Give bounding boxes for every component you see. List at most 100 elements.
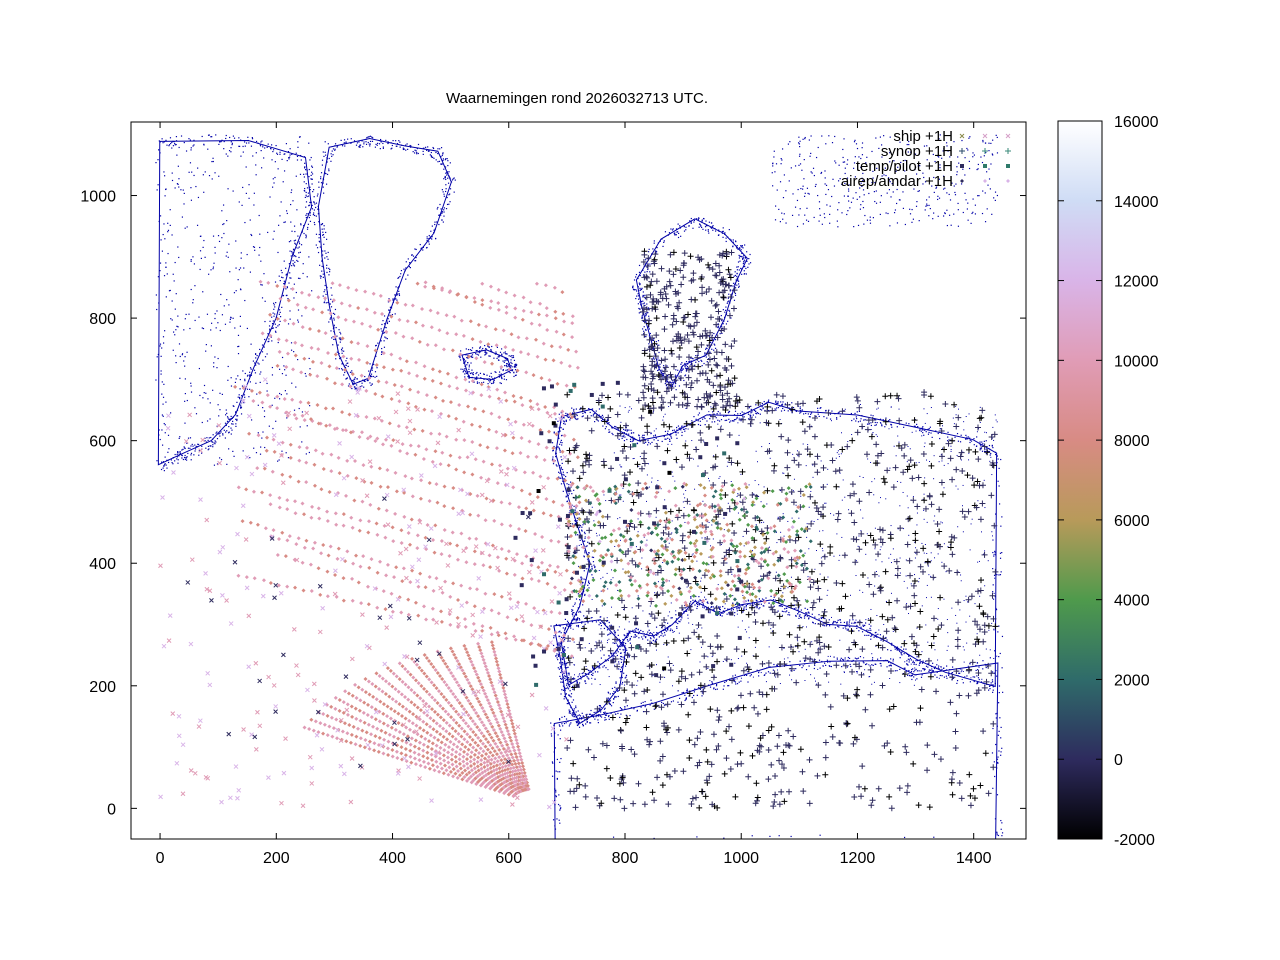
border-detail (984, 585, 986, 587)
coast-detail (598, 619, 600, 622)
border-detail (967, 665, 969, 667)
coast-detail (440, 163, 442, 165)
coast-detail (698, 686, 700, 689)
border-detail (628, 621, 630, 623)
border-detail (654, 592, 656, 594)
coast-detail (487, 345, 489, 347)
coast-detail (584, 552, 586, 554)
coast-detail (603, 665, 605, 667)
coast-detail (728, 293, 730, 295)
coast-detail (508, 355, 510, 357)
coast-detail (332, 154, 334, 156)
coast-detail (652, 339, 655, 341)
coast-detail (900, 651, 902, 654)
coast-detail (464, 365, 466, 367)
border-detail (983, 553, 985, 555)
coast-detail (565, 412, 567, 415)
coast-detail (193, 144, 195, 146)
coast-detail (610, 652, 613, 654)
coast-detail (261, 351, 264, 353)
coast-detail (690, 363, 692, 366)
coast-detail (600, 706, 602, 709)
coast-detail (936, 671, 938, 673)
coast-detail (499, 382, 501, 384)
coast-detail (587, 677, 589, 679)
coast-detail (558, 819, 560, 821)
coast-detail (700, 225, 702, 227)
arctic-island-detail (311, 290, 313, 292)
coast-detail (160, 370, 162, 372)
coast-detail (285, 288, 287, 290)
coast-detail (298, 252, 300, 254)
coast-detail (468, 368, 470, 370)
arctic-island-detail (274, 161, 276, 163)
coast-detail (714, 227, 716, 230)
border-detail (612, 577, 614, 579)
coast-detail (575, 525, 578, 527)
coast-detail (328, 168, 330, 170)
coast-detail (585, 616, 587, 619)
coast-detail (621, 681, 624, 684)
coast-detail (466, 353, 468, 355)
coast-detail (176, 458, 178, 460)
coast-detail (969, 439, 971, 441)
coast-detail (477, 354, 480, 356)
coast-detail (856, 627, 858, 629)
coast-detail (719, 613, 721, 616)
coast-detail (868, 634, 870, 636)
coast-detail (582, 672, 584, 674)
coast-detail (562, 676, 565, 678)
coast-detail (730, 420, 732, 422)
coast-detail (196, 446, 199, 448)
coast-detail (999, 717, 1001, 719)
coast-detail (1000, 571, 1002, 573)
coast-detail (569, 680, 571, 682)
border-detail (890, 406, 892, 408)
coast-detail (970, 440, 973, 442)
coast-detail (741, 414, 744, 416)
coast-detail (736, 277, 738, 279)
coast-detail (326, 157, 328, 159)
border-detail (876, 408, 878, 410)
coast-detail (875, 424, 877, 426)
coast-detail (908, 423, 910, 425)
coast-detail (394, 313, 396, 315)
border-detail (934, 515, 936, 517)
border-detail (981, 678, 983, 680)
coast-detail (726, 613, 728, 615)
coast-detail (925, 431, 927, 433)
coast-detail (445, 178, 447, 181)
coast-detail (804, 607, 806, 609)
coast-detail (624, 637, 627, 639)
coast-detail (681, 434, 683, 437)
coast-detail (819, 667, 821, 669)
border-detail (918, 581, 920, 583)
coast-detail (579, 715, 582, 717)
coast-detail (600, 625, 603, 627)
coast-detail (623, 440, 626, 442)
coast-detail (980, 448, 982, 450)
border-detail (934, 557, 936, 559)
coast-detail (719, 611, 721, 613)
border-detail (615, 491, 617, 493)
border-detail (924, 442, 926, 444)
coast-detail (726, 419, 728, 421)
border-detail (598, 667, 600, 669)
coast-detail (236, 419, 238, 422)
coast-detail (161, 429, 163, 431)
coast-detail (847, 659, 849, 662)
border-detail (933, 455, 935, 457)
coast-detail (514, 364, 516, 366)
coast-detail (826, 659, 828, 661)
border-detail (588, 642, 590, 644)
border-detail (829, 655, 831, 657)
coast-detail (372, 375, 374, 378)
coast-detail (586, 568, 588, 570)
coast-detail (426, 238, 428, 240)
coast-detail (689, 220, 691, 222)
coast-detail (587, 560, 589, 562)
coast-detail (441, 189, 443, 191)
border-detail (629, 406, 631, 408)
coast-detail (910, 670, 913, 673)
arctic-island-detail (184, 447, 186, 450)
